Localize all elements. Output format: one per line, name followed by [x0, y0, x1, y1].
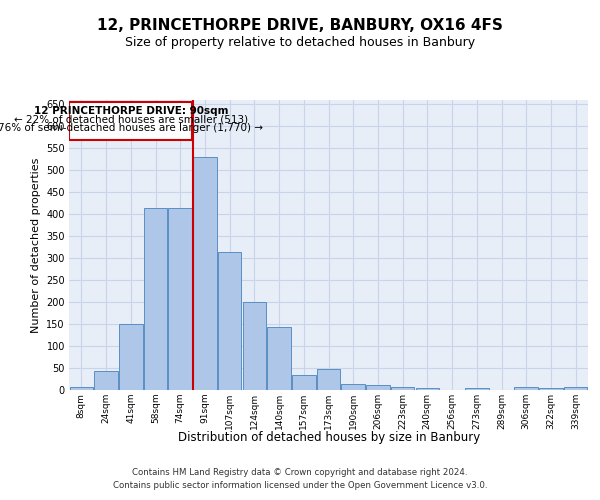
Bar — [391, 387, 415, 390]
Y-axis label: Number of detached properties: Number of detached properties — [31, 158, 41, 332]
Bar — [416, 388, 439, 390]
Bar — [193, 157, 217, 390]
Bar — [169, 208, 192, 390]
FancyBboxPatch shape — [70, 102, 192, 140]
Bar — [514, 388, 538, 390]
Bar — [70, 387, 93, 390]
Bar — [539, 388, 563, 390]
Text: 12, PRINCETHORPE DRIVE, BANBURY, OX16 4FS: 12, PRINCETHORPE DRIVE, BANBURY, OX16 4F… — [97, 18, 503, 32]
Bar — [94, 370, 118, 390]
Bar — [317, 370, 340, 390]
Bar — [218, 252, 241, 390]
Text: 12 PRINCETHORPE DRIVE: 90sqm: 12 PRINCETHORPE DRIVE: 90sqm — [34, 106, 228, 116]
Bar — [144, 208, 167, 390]
Bar — [366, 384, 389, 390]
Text: Size of property relative to detached houses in Banbury: Size of property relative to detached ho… — [125, 36, 475, 49]
Bar — [465, 388, 488, 390]
Text: ← 22% of detached houses are smaller (513): ← 22% of detached houses are smaller (51… — [14, 114, 248, 124]
Bar — [564, 388, 587, 390]
Text: Contains public sector information licensed under the Open Government Licence v3: Contains public sector information licen… — [113, 482, 487, 490]
Bar — [119, 324, 143, 390]
Bar — [341, 384, 365, 390]
Text: Contains HM Land Registry data © Crown copyright and database right 2024.: Contains HM Land Registry data © Crown c… — [132, 468, 468, 477]
Bar — [242, 302, 266, 390]
Text: 76% of semi-detached houses are larger (1,770) →: 76% of semi-detached houses are larger (… — [0, 124, 263, 134]
Bar — [292, 374, 316, 390]
Text: Distribution of detached houses by size in Banbury: Distribution of detached houses by size … — [178, 431, 480, 444]
Bar — [268, 327, 291, 390]
